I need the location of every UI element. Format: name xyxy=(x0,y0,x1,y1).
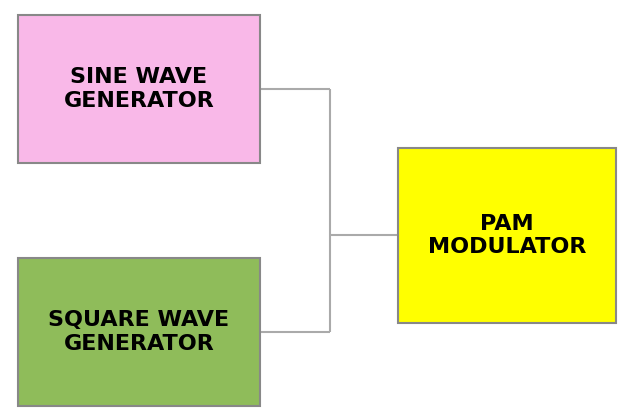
Bar xyxy=(398,148,616,323)
Text: SINE WAVE
GENERATOR: SINE WAVE GENERATOR xyxy=(63,67,214,110)
Text: SQUARE WAVE
GENERATOR: SQUARE WAVE GENERATOR xyxy=(48,310,230,354)
Text: PAM
MODULATOR: PAM MODULATOR xyxy=(428,214,586,257)
Bar xyxy=(18,258,260,406)
Bar xyxy=(18,15,260,163)
